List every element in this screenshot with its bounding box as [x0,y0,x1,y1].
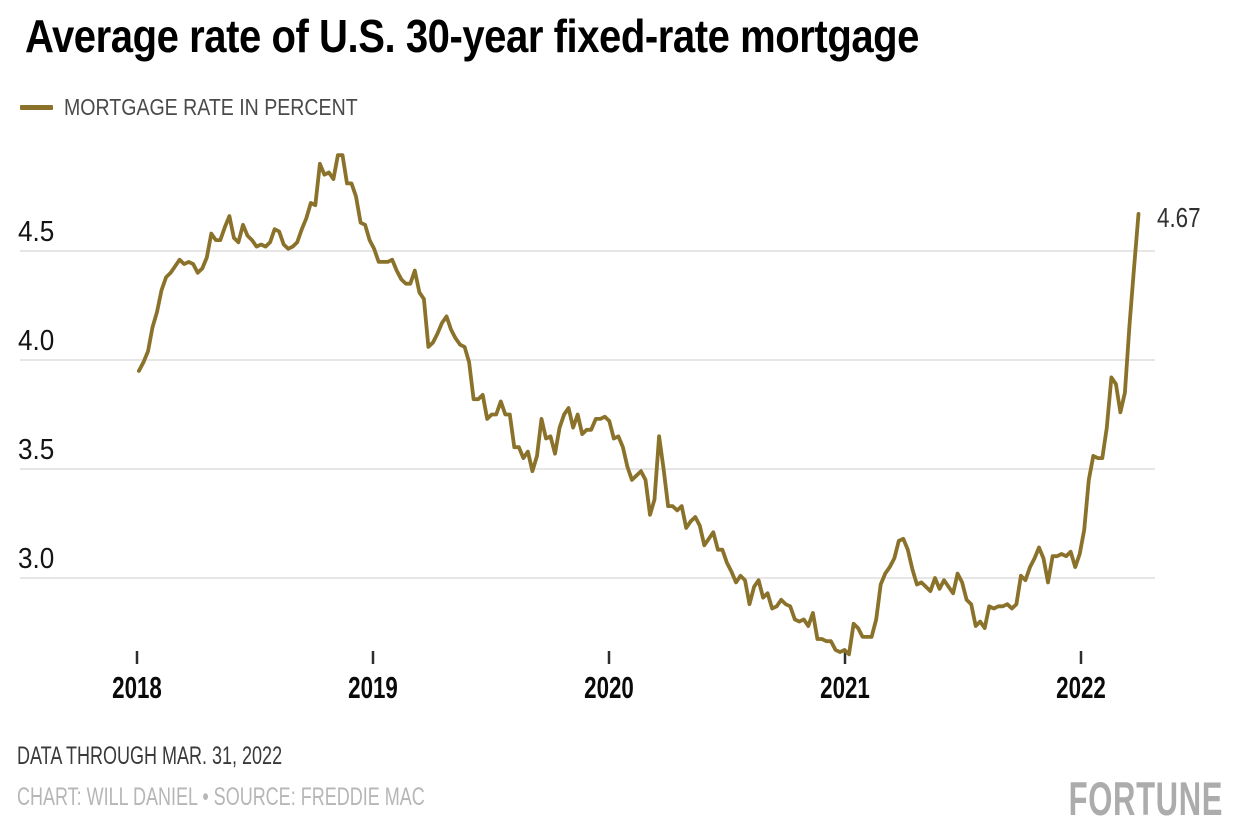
y-axis-label: 3.5 [18,434,55,466]
y-axis-label: 4.0 [18,325,55,357]
fortune-logo: FORTUNE [1068,772,1223,825]
end-value-label: 4.67 [1157,202,1201,233]
chart-title: Average rate of U.S. 30-year fixed-rate … [25,10,919,62]
gridlines [20,250,1155,579]
x-axis-label: 2021 [820,670,870,705]
x-axis-label: 2022 [1056,670,1106,705]
legend-label: MORTGAGE RATE IN PERCENT [64,94,358,120]
legend: MORTGAGE RATE IN PERCENT [20,94,409,120]
credit-line: CHART: WILL DANIEL • SOURCE: FREDDIE MAC [17,783,425,811]
x-axis-label: 2018 [112,670,162,705]
x-axis-label: 2019 [348,670,398,705]
y-axis-label: 3.0 [18,543,55,575]
y-axis-label: 4.5 [18,216,55,248]
x-ticks [135,651,1083,664]
x-axis-label: 2020 [584,670,634,705]
data-note: DATA THROUGH MAR. 31, 2022 [17,742,283,770]
mortgage-rate-line [137,153,1141,657]
legend-line-swatch [20,104,53,110]
